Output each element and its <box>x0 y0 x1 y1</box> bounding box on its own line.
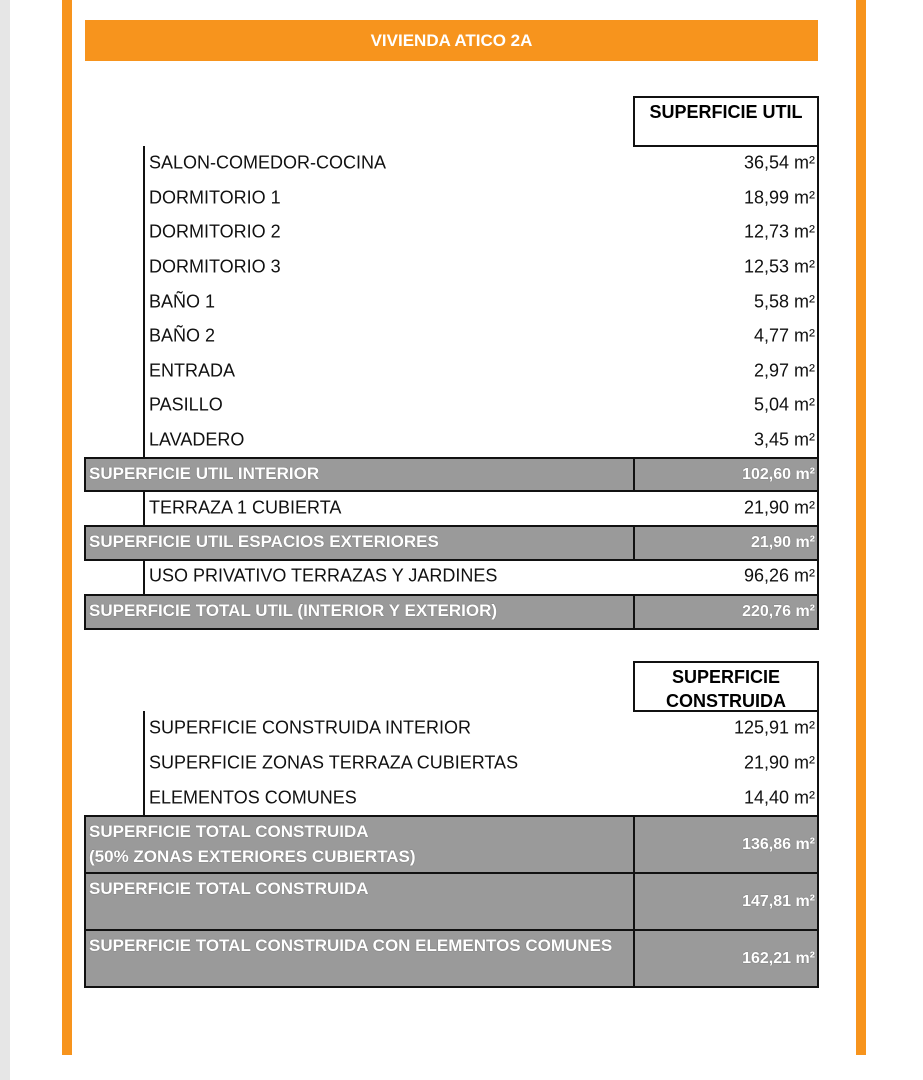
item-value: 14,40 m² <box>743 787 815 808</box>
item-value: 12,53 m² <box>743 256 815 277</box>
item-label: ENTRADA <box>149 360 236 381</box>
item-label: DORMITORIO 3 <box>149 256 281 277</box>
item-value: 3,45 m² <box>753 429 815 450</box>
item-row: USO PRIVATIVO TERRAZAS Y JARDINES 96,26 m… <box>143 559 819 594</box>
item-label: BAÑO 2 <box>149 325 216 346</box>
item-row: BAÑO 2 4,77 m² <box>143 319 819 354</box>
item-value: 5,58 m² <box>753 291 815 312</box>
left-border <box>62 0 72 1055</box>
item-value: 36,54 m² <box>743 152 815 173</box>
item-row: SUPERFICIE ZONAS TERRAZA CUBIERTAS 21,90 … <box>143 745 819 781</box>
item-row: TERRAZA 1 CUBIERTA 21,90 m² <box>143 490 819 525</box>
total-label: SUPERFICIE TOTAL CONSTRUIDA <box>89 879 369 899</box>
item-row: DORMITORIO 2 12,73 m² <box>143 215 819 250</box>
divider <box>633 929 635 989</box>
total-row: SUPERFICIE TOTAL UTIL (INTERIOR Y EXTERI… <box>84 593 819 630</box>
item-row: BAÑO 1 5,58 m² <box>143 284 819 319</box>
item-row: SUPERFICIE CONSTRUIDA INTERIOR 125,91 m² <box>143 711 819 746</box>
total-value: 147,81 m² <box>742 892 815 910</box>
item-row: LAVADERO 3,45 m² <box>143 422 819 458</box>
right-border <box>856 0 866 1055</box>
item-value: 125,91 m² <box>733 717 815 738</box>
total-value: 21,90 m² <box>750 534 815 551</box>
item-label: PASILLO <box>149 394 223 415</box>
item-value: 12,73 m² <box>743 221 815 242</box>
total-value: 220,76 m² <box>742 602 815 620</box>
item-value: 21,90 m² <box>743 497 815 518</box>
divider <box>633 593 635 630</box>
item-row: PASILLO 5,04 m² <box>143 388 819 423</box>
item-label: BAÑO 1 <box>149 291 216 312</box>
divider <box>633 872 635 932</box>
column-header: SUPERFICIE CONSTRUIDA <box>633 661 819 712</box>
item-label: LAVADERO <box>149 429 245 450</box>
total-value: 136,86 m² <box>742 835 815 853</box>
item-row: DORMITORIO 1 18,99 m² <box>143 180 819 216</box>
total-row: SUPERFICIE UTIL INTERIOR 102,60 m² <box>84 457 819 493</box>
divider <box>633 525 635 561</box>
total-label: SUPERFICIE TOTAL CONSTRUIDA CON ELEMENTO… <box>89 936 613 956</box>
item-value: 18,99 m² <box>743 187 815 208</box>
total-row: SUPERFICIE UTIL ESPACIOS EXTERIORES 21,90… <box>84 525 819 561</box>
item-row: ELEMENTOS COMUNES 14,40 m² <box>143 780 819 816</box>
page-edge <box>0 0 10 1080</box>
item-label: SUPERFICIE ZONAS TERRAZA CUBIERTAS <box>149 752 519 773</box>
total-label: SUPERFICIE TOTAL UTIL (INTERIOR Y EXTERI… <box>89 600 498 620</box>
total-row: SUPERFICIE TOTAL CONSTRUIDA CON ELEMENTO… <box>84 929 819 989</box>
divider <box>633 815 635 875</box>
item-label: ELEMENTOS COMUNES <box>149 787 357 808</box>
item-label: TERRAZA 1 CUBIERTA <box>149 497 342 518</box>
item-label: SALON-COMEDOR-COCINA <box>149 152 387 173</box>
item-row: ENTRADA 2,97 m² <box>143 353 819 389</box>
total-label: SUPERFICIE TOTAL CONSTRUIDA (50% ZONAS E… <box>89 822 416 867</box>
total-label: SUPERFICIE UTIL ESPACIOS EXTERIORES <box>89 532 439 551</box>
total-label: SUPERFICIE UTIL INTERIOR <box>89 464 320 484</box>
item-row: SALON-COMEDOR-COCINA 36,54 m² <box>143 146 819 181</box>
item-label: USO PRIVATIVO TERRAZAS Y JARDINES <box>149 565 498 586</box>
total-row: SUPERFICIE TOTAL CONSTRUIDA (50% ZONAS E… <box>84 815 819 875</box>
item-value: 4,77 m² <box>753 325 815 346</box>
item-value: 21,90 m² <box>743 752 815 773</box>
total-value: 102,60 m² <box>742 465 815 483</box>
total-row: SUPERFICIE TOTAL CONSTRUIDA 147,81 m² <box>84 872 819 932</box>
item-value: 96,26 m² <box>743 565 815 586</box>
divider <box>633 457 635 493</box>
title-bar: VIVIENDA ATICO 2A <box>85 20 818 61</box>
item-label: DORMITORIO 1 <box>149 187 281 208</box>
item-value: 2,97 m² <box>753 360 815 381</box>
column-header: SUPERFICIE UTIL <box>633 96 819 147</box>
item-label: SUPERFICIE CONSTRUIDA INTERIOR <box>149 717 472 738</box>
item-label: DORMITORIO 2 <box>149 221 281 242</box>
item-row: DORMITORIO 3 12,53 m² <box>143 249 819 285</box>
item-value: 5,04 m² <box>753 394 815 415</box>
total-value: 162,21 m² <box>742 949 815 967</box>
